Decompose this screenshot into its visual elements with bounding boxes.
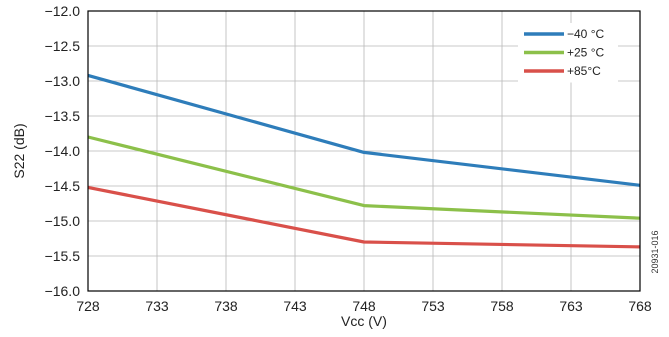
x-tick-label: 743 bbox=[283, 298, 307, 314]
x-axis-title: Vcc (V) bbox=[341, 313, 387, 329]
legend-item: +25 °C bbox=[524, 46, 604, 60]
x-tick-label: 748 bbox=[352, 298, 376, 314]
y-tick-label: −14.5 bbox=[45, 178, 81, 194]
y-tick-labels: −12.0 −12.5 −13.0 −13.5 −14.0 −14.5 −15.0 −15.5… bbox=[45, 3, 81, 299]
x-tick-label: 763 bbox=[559, 298, 583, 314]
figure-code: 20931-016 bbox=[650, 230, 660, 273]
legend: −40 °C +25 °C +85°C bbox=[518, 23, 618, 83]
x-tick-label: 738 bbox=[214, 298, 238, 314]
x-tick-labels: 728 733 738 743 748 753 758 763 768 bbox=[76, 298, 652, 314]
y-tick-label: −12.5 bbox=[45, 38, 81, 54]
y-tick-label: −16.0 bbox=[45, 283, 81, 299]
legend-item: +85°C bbox=[524, 64, 601, 78]
x-tick-label: 753 bbox=[421, 298, 445, 314]
y-tick-label: −13.0 bbox=[45, 73, 81, 89]
series-line bbox=[87, 185, 641, 249]
legend-label: +25 °C bbox=[567, 46, 604, 60]
y-tick-label: −12.0 bbox=[45, 3, 81, 19]
y-tick-label: −13.5 bbox=[45, 108, 81, 124]
plot-frame bbox=[87, 10, 641, 292]
series-line bbox=[87, 135, 641, 220]
x-tick-label: 733 bbox=[145, 298, 169, 314]
y-tick-label: −14.0 bbox=[45, 143, 81, 159]
legend-item: −40 °C bbox=[524, 27, 604, 41]
legend-label: −40 °C bbox=[567, 27, 604, 41]
y-tick-label: −15.0 bbox=[45, 213, 81, 229]
y-tick-label: −15.5 bbox=[45, 248, 81, 264]
series-lines bbox=[87, 73, 641, 249]
x-tick-label: 728 bbox=[76, 298, 100, 314]
x-tick-label: 768 bbox=[628, 298, 652, 314]
series-line bbox=[87, 73, 641, 187]
legend-label: +85°C bbox=[567, 64, 601, 78]
x-tick-label: 758 bbox=[490, 298, 514, 314]
y-axis-title: S22 (dB) bbox=[11, 123, 27, 178]
